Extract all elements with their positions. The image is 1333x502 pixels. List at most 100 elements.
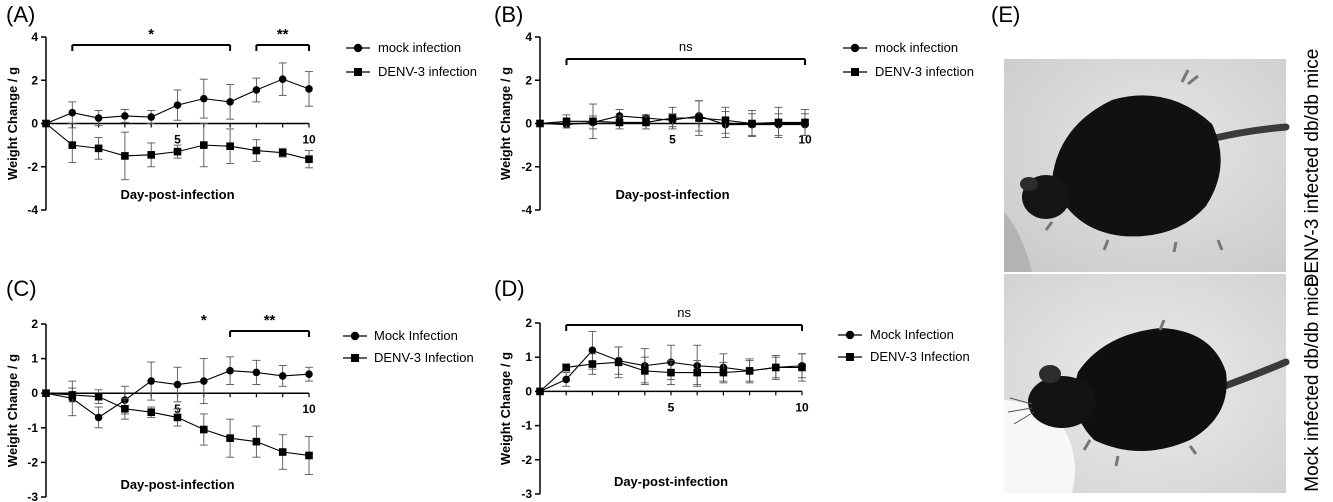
x-axis-title-a: Day-post-infection bbox=[120, 187, 234, 202]
y-tick-label-a: -4 bbox=[27, 203, 38, 217]
panel-c: (C) -3-2-1012510Day-post-infectionWeight… bbox=[5, 276, 474, 502]
significance-label-a: * bbox=[148, 26, 154, 43]
x-tick-label-c: 10 bbox=[302, 402, 316, 416]
data-point-mock-c bbox=[305, 370, 313, 378]
data-point-mock-a bbox=[305, 85, 313, 93]
legend-label-mock-b: mock infection bbox=[875, 40, 958, 55]
data-point-denv-c bbox=[94, 392, 103, 401]
data-point-mock-c bbox=[278, 372, 287, 380]
caption-denv-mice: DENV-3 infected db/db mice bbox=[1302, 49, 1323, 288]
data-point-denv-b bbox=[748, 119, 756, 128]
photo-denv-mouse bbox=[1004, 59, 1290, 272]
data-point-denv-d bbox=[693, 368, 701, 377]
y-axis-title-d: Weight Change / g bbox=[498, 352, 513, 465]
data-point-denv-b bbox=[536, 119, 544, 128]
legend-a: mock infection DENV-3 infection bbox=[346, 40, 477, 79]
x-tick-label-a: 10 bbox=[302, 133, 316, 147]
data-point-denv-c bbox=[200, 425, 208, 434]
data-point-denv-b bbox=[774, 118, 783, 127]
chart-plot-d: -3 -2 -1 0 1 2 5 10 Day-post-infection Weight Cha… bbox=[498, 305, 809, 501]
data-point-denv-a bbox=[121, 152, 129, 160]
legend-label-denv-d: DENV-3 Infection bbox=[870, 349, 970, 364]
x-axis-title-d: Day-post-infection bbox=[614, 474, 728, 489]
data-point-denv-b bbox=[642, 118, 650, 127]
data-point-mock-d bbox=[588, 346, 597, 355]
data-point-denv-d bbox=[772, 363, 780, 372]
data-point-denv-a bbox=[278, 148, 287, 157]
y-tick-label-c: -3 bbox=[27, 490, 38, 502]
data-point-denv-c bbox=[42, 389, 50, 397]
data-point-denv-a bbox=[226, 142, 234, 151]
y-tick-label-b: 0 bbox=[525, 117, 532, 131]
data-point-denv-a bbox=[200, 141, 208, 149]
data-point-denv-a bbox=[94, 144, 103, 153]
legend-label-mock-d: Mock Infection bbox=[870, 327, 954, 342]
x-axis-title-b: Day-post-infection bbox=[615, 187, 729, 202]
data-point-denv-b bbox=[721, 116, 730, 125]
legend-label-denv-c: DENV-3 Infection bbox=[374, 350, 474, 365]
y-axis-title-a: Weight Change / g bbox=[5, 67, 20, 180]
data-point-mock-a bbox=[68, 108, 77, 117]
data-point-mock-c bbox=[200, 377, 208, 385]
data-point-denv-d bbox=[588, 360, 597, 368]
x-tick-label-b: 10 bbox=[798, 133, 812, 147]
data-point-mock-c bbox=[94, 413, 103, 422]
data-point-denv-c bbox=[278, 448, 287, 456]
y-tick-label-a: 2 bbox=[31, 73, 38, 87]
data-point-denv-d bbox=[745, 367, 754, 375]
data-point-mock-a bbox=[121, 112, 129, 120]
data-point-mock-a bbox=[226, 98, 234, 106]
data-point-denv-d bbox=[614, 358, 623, 367]
x-tick-label-a: 5 bbox=[174, 133, 181, 147]
panel-letter-e: (E) bbox=[991, 2, 1020, 27]
y-tick-label-b: -2 bbox=[521, 160, 532, 174]
data-point-denv-c bbox=[121, 404, 129, 413]
data-point-denv-a bbox=[68, 141, 77, 149]
data-point-mock-a bbox=[252, 86, 261, 94]
data-point-mock-c bbox=[252, 368, 261, 377]
caption-mock-mice: Mock infected db/db mice bbox=[1302, 276, 1323, 491]
y-tick-label-d: -2 bbox=[521, 453, 532, 467]
data-point-denv-b bbox=[695, 114, 703, 122]
data-point-denv-d bbox=[667, 368, 675, 377]
legend-marker-denv-d bbox=[846, 353, 854, 361]
panel-d: (D) -3 -2 -1 0 1 2 5 10 Day-post-infection Weight… bbox=[494, 276, 970, 501]
y-axis-title-c: Weight Change / g bbox=[5, 354, 20, 467]
y-tick-label-c: 1 bbox=[31, 352, 38, 366]
legend-d: Mock Infection DENV-3 Infection bbox=[838, 327, 970, 364]
data-point-denv-c bbox=[305, 451, 313, 460]
chart-plot-a: -4 -2 0 2 4 5 10 Day-post-infection Weight Chang… bbox=[5, 26, 316, 217]
data-point-denv-c bbox=[147, 408, 155, 417]
photo-bottom-mouse-head bbox=[1028, 376, 1096, 428]
panel-e: (E) DENV-3 infected db/db mice Mock infe… bbox=[991, 2, 1323, 493]
data-point-denv-a bbox=[147, 151, 155, 159]
data-point-mock-a bbox=[147, 113, 155, 121]
legend-marker-denv-b bbox=[851, 68, 859, 76]
legend-marker-denv-a bbox=[354, 68, 362, 76]
y-tick-label-d: 1 bbox=[525, 350, 532, 364]
photo-bottom-whiskers bbox=[1007, 397, 1035, 425]
data-point-denv-d bbox=[562, 363, 570, 372]
y-tick-label-a: 0 bbox=[31, 117, 38, 131]
data-point-mock-a bbox=[94, 114, 103, 122]
chart-plot-b: -4 -2 0 2 4 5 10 Day-post-infection Weight Chang… bbox=[498, 30, 812, 217]
y-tick-label-b: 4 bbox=[525, 30, 532, 44]
photo-top-cage-edge bbox=[1004, 212, 1032, 272]
data-point-denv-b bbox=[562, 117, 571, 126]
significance-label-c: ** bbox=[264, 312, 276, 329]
legend-b: mock infection DENV-3 infection bbox=[843, 40, 974, 79]
photo-bottom-mouse-ear bbox=[1039, 365, 1061, 383]
x-tick-label-d: 10 bbox=[795, 400, 809, 414]
photo-top-paws bbox=[1044, 69, 1224, 253]
data-point-denv-c bbox=[252, 437, 261, 446]
legend-label-mock-a: mock infection bbox=[378, 40, 461, 55]
data-point-denv-a bbox=[173, 147, 182, 156]
photo-bottom-mouse-body bbox=[1074, 328, 1227, 451]
data-point-mock-c bbox=[173, 380, 182, 389]
photo-top-mouse-ear bbox=[1020, 177, 1038, 191]
x-tick-label-b: 5 bbox=[669, 133, 676, 147]
significance-label-d: ns bbox=[677, 305, 691, 320]
y-tick-label-a: -2 bbox=[27, 160, 38, 174]
data-point-denv-d bbox=[641, 367, 649, 375]
